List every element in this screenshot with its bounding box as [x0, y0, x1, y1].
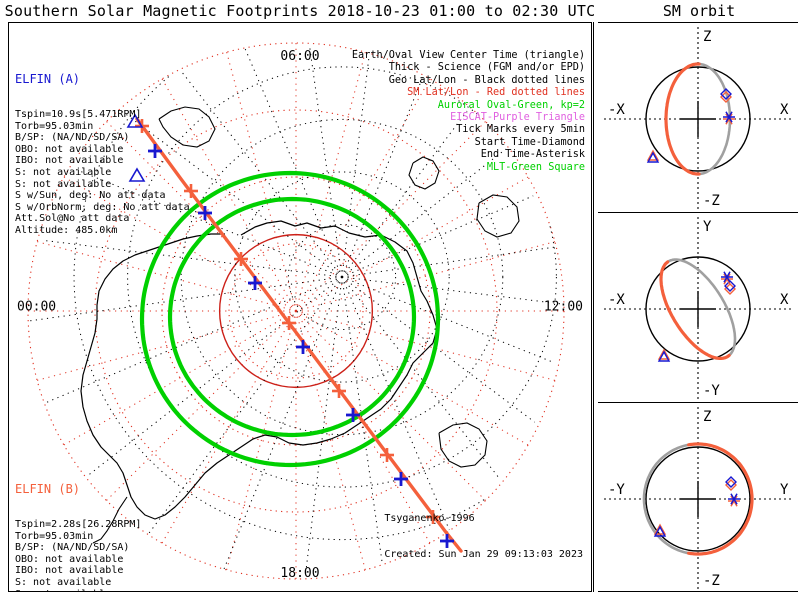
orbit-axis-label-up: Z: [703, 29, 711, 45]
orbit-axis-label-left: -X: [608, 102, 625, 118]
orbit-axis-label-left: -Y: [608, 482, 625, 498]
elfin-b-line: S: not available: [15, 589, 190, 591]
elfin-b-line: Torb=95.03min: [15, 530, 94, 542]
page-title: Southern Solar Magnetic Footprints 2018-…: [4, 2, 596, 20]
polar-map[interactable]: 06:00 18:00 00:00 12:00 ELFIN (A) Tspin=…: [8, 22, 592, 592]
legend-entry: Earth/Oval View Center Time (triangle): [351, 50, 585, 61]
elfin-b-line: Tspin=2.28s[26.28RPM]: [15, 518, 142, 530]
sm-orbit-panel-yx[interactable]: Y -Y -X X: [598, 212, 798, 402]
elfin-a-line: Tspin=10.9s[5.471RPM]: [15, 108, 142, 120]
elfin-a-line: Altitude: 485.0km: [15, 224, 118, 236]
polar-map-canvas: [27, 42, 565, 580]
sm-orbit-canvas-yx: Y -Y -X X: [604, 217, 792, 399]
orbit-axis-label-up: Y: [703, 219, 712, 235]
orbit-axis-label-down: -Y: [703, 383, 720, 399]
legend-entry: End Time-Asterisk: [480, 149, 585, 161]
orbit-axis-label-down: -Z: [703, 573, 720, 589]
orbit-axis-label-up: Z: [703, 409, 711, 425]
elfin-a-line: IBO: not available: [15, 155, 124, 167]
sm-orbit-panel-zx[interactable]: Z -Z -X X: [598, 22, 798, 212]
elfin-a-line: S: not available: [15, 178, 112, 190]
elfin-a-header: ELFIN (A): [15, 72, 81, 87]
elfin-a-line: S w/Sun, deg: No att data: [15, 190, 166, 202]
orbit-axis-label-right: X: [780, 292, 789, 308]
mlt-label-left: 00:00: [17, 299, 57, 315]
orbit-axis-label-right: X: [780, 102, 789, 118]
elfin-a-info: ELFIN (A) Tspin=10.9s[5.471RPM] Torb=95.0…: [15, 51, 190, 260]
panel-divider: [593, 22, 594, 592]
mlt-label-bottom: 18:00: [280, 566, 320, 581]
credit-block: Tsyganenko-1996 Created: Sun Jan 29 09:1…: [384, 489, 583, 585]
elfin-a-line: OBO: not available: [15, 143, 124, 155]
elfin-b-line: S: not available: [15, 576, 112, 588]
elfin-a-lines: Tspin=10.9s[5.471RPM] Torb=95.03min B/SP: …: [15, 109, 190, 237]
elfin-b-line: B/SP: (NA/ND/SD/SA): [15, 542, 130, 554]
legend-entry: Geo Lat/Lon - Black dotted lines: [388, 74, 585, 86]
mlt-label-top: 06:00: [280, 49, 320, 64]
mlt-label-right: 12:00: [543, 299, 583, 315]
legend-entry: SM Lat/Lon - Red dotted lines: [407, 87, 585, 99]
legend-entry: Tick Marks every 5min: [456, 124, 585, 136]
sm-orbit-title: SM orbit: [662, 2, 736, 20]
elfin-a-line: S: not available: [15, 166, 112, 178]
elfin-b-line: IBO: not available: [15, 565, 124, 577]
elfin-a-line: S w/OrbNorm, deg: No att data: [15, 201, 190, 213]
legend-entry: EISCAT-Purple Triangle: [450, 112, 585, 124]
elfin-b-line: OBO: not available: [15, 553, 124, 565]
map-legend: Earth/Oval View Center Time (triangle) Th…: [352, 50, 585, 174]
legend-entry: MLT-Green Square: [486, 161, 585, 173]
orbit-axis-label-down: -Z: [703, 193, 720, 209]
elfin-a-line: Att.Sol@No att data: [15, 213, 130, 225]
sm-orbit-column: Z -Z -X X Y -Y -X X Z -Z -Y Y: [598, 22, 798, 592]
sm-orbit-panel-zy[interactable]: Z -Z -Y Y: [598, 402, 798, 592]
legend-entry: Thick - Science (FGM and/or EPD): [388, 62, 585, 74]
elfin-b-info: ELFIN (B) Tspin=2.28s[26.28RPM] Torb=95.0…: [15, 461, 190, 591]
legend-entry: Auroral Oval-Green, kp=2: [437, 99, 585, 111]
orbit-axis-label-left: -X: [608, 292, 625, 308]
elfin-b-lines: Tspin=2.28s[26.28RPM] Torb=95.03min B/SP: …: [15, 518, 190, 591]
sm-orbit-canvas-zy: Z -Z -Y Y: [604, 407, 792, 589]
legend-entry: Start Time-Diamond: [474, 136, 585, 148]
sm-orbit-canvas-zx: Z -Z -X X: [604, 27, 792, 209]
orbit-axis-label-right: Y: [780, 482, 789, 498]
elfin-b-header: ELFIN (B): [15, 482, 81, 497]
model-name: Tsyganenko-1996: [384, 513, 475, 524]
created-timestamp: Created: Sun Jan 29 09:13:03 2023: [384, 549, 583, 560]
elfin-a-line: Torb=95.03min: [15, 120, 94, 132]
elfin-a-line: B/SP: (NA/ND/SD/SA): [15, 132, 130, 144]
